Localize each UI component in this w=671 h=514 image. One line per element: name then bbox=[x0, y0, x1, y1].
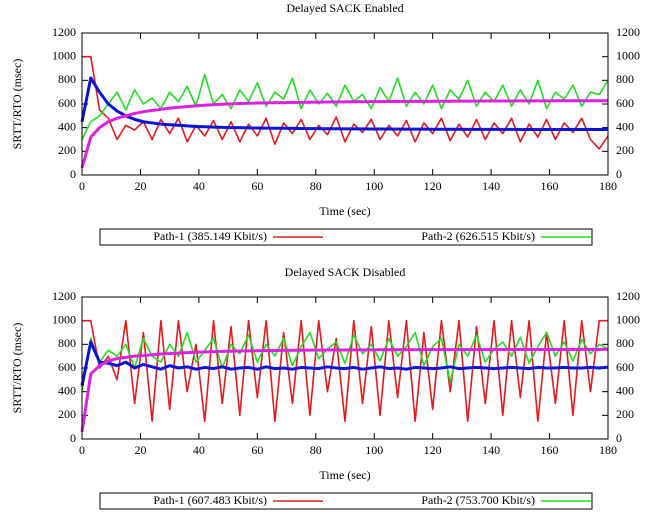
x-tick-label: 180 bbox=[599, 179, 617, 193]
y-tick-label: 800 bbox=[58, 72, 76, 86]
series-line bbox=[80, 76, 608, 131]
series-line bbox=[82, 55, 609, 150]
legend-box bbox=[99, 492, 593, 510]
x-tick-label: 120 bbox=[424, 179, 442, 193]
y-axis-label: SRTT/RTO (msec) bbox=[10, 323, 24, 414]
y2-tick-label: 1200 bbox=[616, 289, 640, 303]
y-axis-label: SRTT/RTO (msec) bbox=[10, 59, 24, 150]
y2-tick-label: 200 bbox=[616, 407, 634, 421]
series-line bbox=[81, 331, 609, 392]
series-line bbox=[80, 99, 608, 169]
x-axis-label: Time (sec) bbox=[319, 468, 370, 482]
x-tick-label: 140 bbox=[482, 443, 500, 457]
y-tick-label: 0 bbox=[70, 167, 76, 181]
y2-tick-label: 1000 bbox=[616, 312, 640, 326]
x-tick-label: 60 bbox=[251, 179, 263, 193]
legend-label: Path-1 (607.483 Kbit/s) bbox=[153, 493, 267, 507]
y-tick-label: 400 bbox=[58, 383, 76, 397]
x-tick-label: 120 bbox=[424, 443, 442, 457]
series-line bbox=[81, 73, 609, 140]
y-tick-label: 800 bbox=[58, 336, 76, 350]
x-tick-label: 100 bbox=[365, 443, 383, 457]
y-tick-label: 0 bbox=[70, 431, 76, 445]
y-tick-label: 600 bbox=[58, 360, 76, 374]
x-tick-label: 40 bbox=[193, 179, 205, 193]
x-tick-label: 180 bbox=[599, 443, 617, 457]
series-line bbox=[82, 319, 608, 423]
x-tick-label: 100 bbox=[365, 179, 383, 193]
x-tick-label: 140 bbox=[482, 179, 500, 193]
y2-tick-label: 600 bbox=[616, 360, 634, 374]
y-tick-label: 1200 bbox=[52, 25, 76, 39]
legend-label: Path-2 (753.700 Kbit/s) bbox=[421, 493, 535, 507]
x-tick-label: 0 bbox=[79, 179, 85, 193]
y-tick-label: 1200 bbox=[52, 289, 76, 303]
y-tick-label: 400 bbox=[58, 119, 76, 133]
y2-tick-label: 1000 bbox=[616, 48, 640, 62]
y2-tick-label: 1200 bbox=[616, 25, 640, 39]
y2-tick-label: 800 bbox=[616, 72, 634, 86]
y-tick-label: 200 bbox=[58, 143, 76, 157]
legend-label: Path-1 (385.149 Kbit/s) bbox=[153, 229, 267, 243]
y2-tick-label: 0 bbox=[616, 167, 622, 181]
y2-tick-label: 400 bbox=[616, 383, 634, 397]
y2-tick-label: 800 bbox=[616, 336, 634, 350]
y2-tick-label: 0 bbox=[616, 431, 622, 445]
chart-title: Delayed SACK Enabled bbox=[286, 1, 403, 15]
y2-tick-label: 600 bbox=[616, 96, 634, 110]
x-tick-label: 40 bbox=[193, 443, 205, 457]
y-tick-label: 1000 bbox=[52, 312, 76, 326]
x-tick-label: 80 bbox=[310, 443, 322, 457]
y2-tick-label: 400 bbox=[616, 119, 634, 133]
x-tick-label: 20 bbox=[134, 443, 146, 457]
x-tick-label: 80 bbox=[310, 179, 322, 193]
x-tick-label: 160 bbox=[541, 179, 559, 193]
plot-frame bbox=[81, 32, 609, 176]
y-tick-label: 200 bbox=[58, 407, 76, 421]
x-tick-label: 20 bbox=[134, 179, 146, 193]
legend-box bbox=[99, 228, 593, 246]
series-line bbox=[80, 340, 609, 387]
series-line bbox=[80, 347, 608, 433]
plot-frame bbox=[81, 296, 609, 440]
x-axis-label: Time (sec) bbox=[319, 204, 370, 218]
x-tick-label: 0 bbox=[79, 443, 85, 457]
legend-label: Path-2 (626.515 Kbit/s) bbox=[421, 229, 535, 243]
x-tick-label: 60 bbox=[251, 443, 263, 457]
y2-tick-label: 200 bbox=[616, 143, 634, 157]
chart-title: Delayed SACK Disabled bbox=[285, 265, 406, 279]
x-tick-label: 160 bbox=[541, 443, 559, 457]
y-tick-label: 1000 bbox=[52, 48, 76, 62]
y-tick-label: 600 bbox=[58, 96, 76, 110]
